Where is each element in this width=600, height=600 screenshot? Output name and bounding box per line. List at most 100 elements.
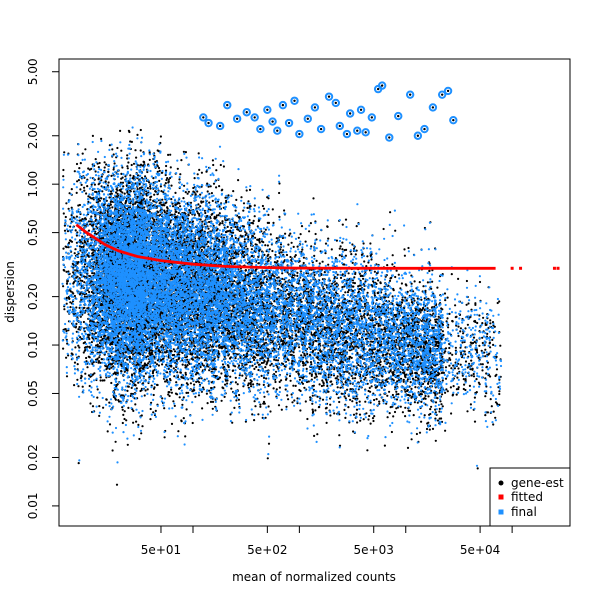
gene-est-point — [97, 177, 100, 180]
gene-est-point — [364, 400, 367, 403]
gene-est-point — [74, 229, 77, 232]
gene-est-point — [363, 260, 366, 263]
gene-est-point — [220, 399, 223, 402]
gene-est-point — [196, 173, 199, 176]
gene-est-point — [227, 194, 230, 197]
gene-est-point — [424, 394, 427, 398]
gene-est-point — [404, 415, 407, 418]
gene-est-point — [229, 375, 232, 378]
gene-est-point — [77, 179, 80, 182]
gene-est-point — [392, 396, 395, 399]
gene-est-point — [296, 245, 299, 248]
gene-est-point — [459, 363, 462, 366]
gene-est-point — [199, 193, 202, 196]
gene-est-point — [184, 191, 187, 194]
gene-est-point — [478, 344, 481, 347]
gene-est-point — [444, 391, 447, 394]
gene-est-point — [434, 401, 438, 404]
gene-est-point — [422, 346, 425, 349]
gene-est-point — [389, 406, 392, 409]
gene-est-point — [77, 385, 80, 388]
gene-est-point — [274, 370, 278, 373]
gene-est-point — [184, 151, 187, 154]
gene-est-point — [284, 388, 287, 391]
gene-est-point — [180, 159, 183, 162]
gene-est-point — [274, 253, 277, 256]
gene-est-point — [167, 393, 170, 396]
gene-est-point — [112, 168, 115, 171]
gene-est-point — [482, 316, 485, 319]
gene-est-point — [237, 179, 240, 182]
gene-est-point — [379, 281, 382, 284]
gene-est-point — [248, 188, 252, 191]
gene-est-point — [132, 162, 136, 165]
gene-est-point — [235, 198, 238, 201]
gene-est-point — [484, 348, 487, 351]
gene-est-point — [418, 281, 421, 284]
gene-est-point — [90, 341, 93, 344]
gene-est-point — [164, 182, 167, 185]
gene-est-point — [161, 198, 164, 201]
gene-est-point — [375, 374, 378, 377]
gene-est-point — [489, 319, 492, 322]
gene-est-point — [335, 239, 338, 242]
gene-est-point — [149, 407, 152, 411]
gene-est-point — [394, 229, 397, 232]
gene-est-point — [238, 393, 241, 397]
gene-est-point — [457, 325, 460, 328]
gene-est-point — [96, 396, 99, 399]
gene-est-point — [135, 156, 138, 159]
gene-est-point — [149, 198, 152, 201]
gene-est-point — [88, 384, 91, 388]
gene-est-point — [404, 296, 407, 299]
gene-est-point — [189, 382, 192, 385]
gene-est-point — [205, 392, 208, 395]
gene-est-point — [207, 227, 210, 230]
gene-est-point — [78, 203, 81, 207]
gene-cloud — [61, 126, 503, 486]
gene-est-point — [280, 379, 283, 382]
gene-est-point — [154, 160, 157, 163]
gene-est-point — [91, 405, 95, 408]
gene-est-point — [153, 193, 156, 196]
gene-est-point — [465, 279, 468, 283]
gene-est-point — [355, 225, 358, 228]
gene-est-point — [163, 210, 166, 214]
gene-est-point — [75, 162, 79, 166]
gene-est-point — [395, 269, 398, 272]
gene-est-point — [300, 354, 303, 357]
gene-est-point — [245, 232, 248, 235]
gene-est-point — [182, 197, 185, 200]
gene-est-point — [111, 206, 114, 209]
gene-est-point — [99, 376, 102, 379]
gene-est-point — [360, 315, 363, 318]
gene-est-point — [395, 338, 398, 342]
gene-est-point — [211, 407, 214, 410]
gene-est-point — [402, 380, 405, 383]
gene-est-point — [246, 206, 249, 209]
gene-est-point — [400, 282, 403, 285]
gene-est-point — [260, 374, 263, 377]
gene-est-point — [356, 421, 359, 424]
gene-est-point — [170, 198, 173, 201]
gene-est-point — [215, 169, 218, 172]
gene-est-point — [272, 387, 275, 390]
gene-est-point — [163, 436, 166, 439]
gene-est-point — [186, 192, 189, 195]
gene-est-point — [197, 152, 200, 155]
gene-est-point — [420, 298, 423, 301]
gene-est-point — [344, 416, 347, 419]
gene-est-point — [160, 190, 163, 193]
gene-est-point — [285, 405, 288, 408]
gene-est-point — [110, 381, 113, 385]
gene-est-point — [109, 342, 112, 345]
gene-est-point — [85, 360, 88, 363]
gene-est-point — [375, 364, 378, 367]
gene-est-point — [286, 271, 289, 274]
gene-est-point — [168, 394, 171, 398]
gene-est-point — [65, 375, 69, 378]
gene-est-point — [445, 388, 448, 391]
gene-est-point — [365, 265, 368, 268]
gene-est-point — [199, 365, 202, 369]
